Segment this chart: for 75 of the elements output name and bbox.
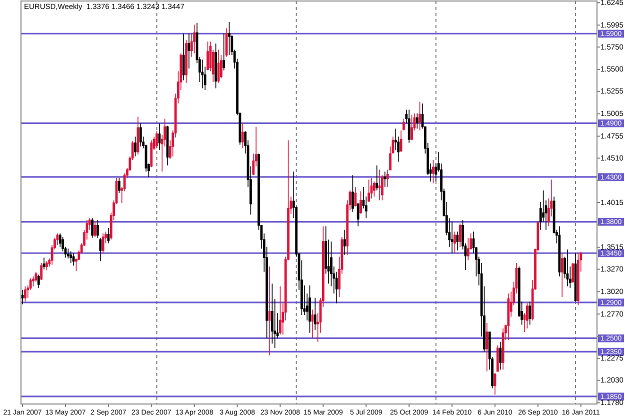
candlestick bbox=[308, 284, 311, 334]
candlestick bbox=[410, 114, 413, 141]
candlestick bbox=[386, 169, 389, 188]
candlestick bbox=[566, 249, 569, 287]
candlestick bbox=[99, 237, 102, 262]
candlestick bbox=[496, 345, 499, 372]
candlestick bbox=[418, 101, 422, 131]
candlestick bbox=[118, 177, 120, 194]
candlestick bbox=[182, 33, 185, 81]
candlestick bbox=[70, 250, 72, 264]
candlestick bbox=[456, 231, 459, 251]
candlestick bbox=[58, 233, 62, 248]
candlestick bbox=[402, 118, 405, 131]
candlestick bbox=[66, 248, 70, 259]
candlestick bbox=[222, 33, 226, 71]
candlestick bbox=[486, 322, 488, 372]
candlestick bbox=[193, 24, 196, 54]
candlestick bbox=[32, 276, 34, 287]
candlestick bbox=[102, 233, 104, 254]
candlestick bbox=[45, 260, 48, 271]
candlestick bbox=[466, 237, 470, 261]
candlestick bbox=[507, 293, 510, 340]
candlestick bbox=[311, 309, 314, 339]
candlestick bbox=[378, 169, 381, 201]
candlestick bbox=[24, 286, 26, 302]
candlestick bbox=[376, 164, 378, 191]
candlestick bbox=[96, 220, 99, 238]
candlestick bbox=[450, 221, 454, 254]
candlestick bbox=[368, 179, 370, 202]
candlestick bbox=[158, 122, 161, 150]
candlestick bbox=[370, 177, 373, 199]
candlestick bbox=[56, 233, 59, 246]
candlestick bbox=[21, 289, 24, 305]
candlestick bbox=[42, 257, 46, 270]
candlestick bbox=[416, 112, 418, 129]
candlestick bbox=[372, 181, 376, 198]
candlestick bbox=[188, 33, 190, 69]
candlestick bbox=[40, 262, 43, 280]
candlestick bbox=[526, 302, 528, 329]
candlestick bbox=[352, 174, 354, 212]
candlestick bbox=[206, 41, 209, 71]
candlestick bbox=[156, 130, 158, 149]
candlestick bbox=[139, 122, 142, 147]
candlestick bbox=[354, 186, 357, 207]
candlestick bbox=[494, 372, 496, 396]
candlestick bbox=[107, 228, 110, 244]
candlestick bbox=[185, 39, 188, 84]
candlestick bbox=[499, 341, 502, 370]
candlestick bbox=[217, 49, 220, 84]
candlestick bbox=[558, 226, 561, 277]
candlestick bbox=[37, 274, 40, 288]
candlestick bbox=[454, 231, 456, 254]
candlestick bbox=[150, 140, 153, 168]
candlestick bbox=[270, 283, 274, 344]
candlestick bbox=[228, 22, 230, 56]
candlestick bbox=[134, 136, 136, 157]
candlestick bbox=[432, 160, 434, 184]
candlestick bbox=[314, 298, 316, 331]
candlestick bbox=[201, 59, 204, 89]
candlestick bbox=[360, 190, 362, 214]
candlestick bbox=[241, 122, 244, 149]
candlestick bbox=[400, 130, 402, 152]
candlestick bbox=[528, 301, 532, 326]
candlestick bbox=[384, 171, 386, 188]
candlestick bbox=[268, 266, 271, 356]
candlestick bbox=[279, 286, 282, 336]
candlestick bbox=[343, 229, 346, 256]
candlestick bbox=[214, 43, 218, 89]
candlestick bbox=[577, 252, 580, 306]
candlestick bbox=[560, 252, 564, 298]
candlestick bbox=[91, 218, 94, 238]
candlestick bbox=[458, 223, 462, 248]
candlestick bbox=[356, 202, 360, 227]
candlestick bbox=[408, 109, 410, 144]
candlestick bbox=[72, 252, 75, 266]
